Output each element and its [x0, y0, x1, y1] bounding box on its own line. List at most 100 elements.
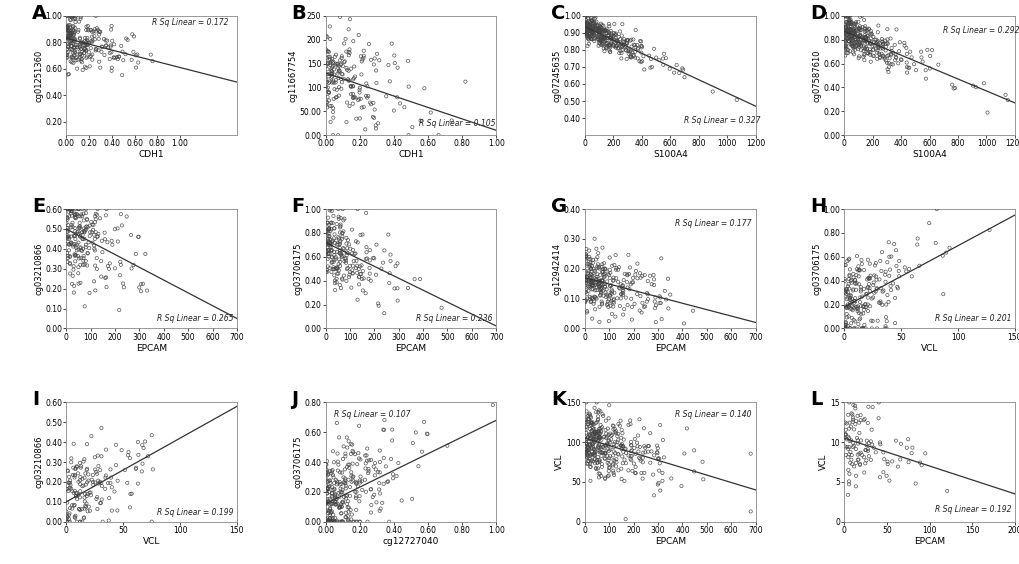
Point	[600, 463, 616, 472]
Point	[633, 43, 649, 52]
Point	[330, 73, 346, 82]
Point	[358, 208, 374, 217]
Point	[596, 454, 612, 463]
Point	[64, 240, 81, 249]
Point	[76, 260, 93, 269]
Point	[334, 61, 351, 70]
Point	[91, 479, 107, 488]
Point	[608, 36, 625, 45]
Point	[400, 82, 417, 91]
Text: B: B	[291, 4, 306, 23]
Point	[63, 205, 79, 214]
Point	[596, 473, 612, 482]
Point	[582, 270, 598, 279]
Point	[927, 205, 944, 214]
Point	[322, 476, 338, 485]
Point	[87, 453, 103, 462]
Point	[329, 466, 345, 475]
Point	[837, 11, 853, 20]
Point	[331, 238, 347, 247]
Point	[365, 462, 381, 471]
Point	[604, 466, 621, 475]
Point	[123, 55, 140, 64]
Point	[855, 51, 871, 60]
Point	[328, 495, 344, 504]
Point	[63, 12, 79, 21]
Point	[596, 47, 612, 56]
Point	[384, 470, 400, 479]
Point	[336, 214, 353, 223]
Point	[920, 219, 936, 228]
Point	[607, 462, 624, 471]
Point	[856, 22, 872, 31]
Point	[844, 286, 860, 295]
Point	[74, 244, 91, 253]
Point	[60, 227, 76, 236]
Point	[74, 65, 91, 74]
Point	[589, 25, 605, 34]
Point	[318, 76, 334, 85]
Point	[843, 451, 859, 460]
Point	[582, 33, 598, 42]
Point	[875, 455, 892, 464]
Point	[90, 451, 106, 460]
Point	[97, 274, 113, 283]
Point	[612, 440, 629, 450]
Point	[880, 252, 897, 261]
Point	[63, 52, 79, 61]
Point	[63, 53, 79, 62]
Point	[332, 484, 348, 493]
Point	[317, 517, 333, 526]
Point	[600, 42, 616, 51]
Point	[71, 33, 88, 42]
Point	[578, 418, 594, 427]
Point	[929, 60, 946, 69]
Point	[636, 442, 652, 451]
Point	[359, 93, 375, 102]
Point	[840, 32, 856, 41]
Point	[867, 39, 883, 48]
Point	[64, 279, 81, 288]
Point	[874, 51, 891, 60]
Point	[589, 408, 605, 417]
Point	[320, 213, 336, 222]
Point	[90, 476, 106, 485]
Point	[69, 228, 86, 237]
Point	[384, 474, 400, 483]
Point	[614, 276, 631, 285]
Point	[881, 281, 898, 290]
Point	[340, 47, 357, 56]
Point	[836, 37, 852, 46]
Point	[836, 324, 852, 333]
Point	[318, 517, 334, 526]
Point	[577, 447, 593, 456]
Point	[642, 54, 658, 63]
Point	[66, 473, 83, 482]
Point	[320, 224, 336, 233]
Point	[852, 302, 868, 311]
X-axis label: VCL: VCL	[143, 537, 160, 546]
Point	[350, 482, 366, 491]
Point	[342, 515, 359, 524]
Point	[584, 276, 600, 285]
Point	[605, 42, 622, 51]
Point	[136, 443, 152, 452]
Point	[102, 55, 118, 64]
Point	[840, 444, 856, 453]
Point	[76, 33, 93, 42]
Point	[837, 318, 853, 327]
Point	[73, 246, 90, 255]
Point	[319, 33, 335, 42]
Point	[586, 455, 602, 464]
Point	[580, 22, 596, 31]
Y-axis label: VCL: VCL	[554, 454, 564, 470]
Point	[609, 420, 626, 429]
Point	[847, 324, 863, 333]
Point	[59, 32, 75, 41]
Point	[635, 302, 651, 311]
Point	[580, 417, 596, 426]
Point	[580, 276, 596, 285]
Point	[104, 36, 120, 45]
Point	[322, 236, 338, 245]
Point	[616, 514, 633, 523]
